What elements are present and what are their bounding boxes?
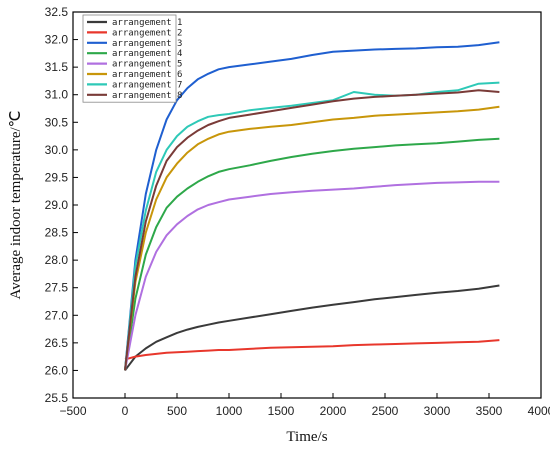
y-axis: 25.5 26.0 26.5 27.0 27.5 28.0 28.5 29.0 29.5 30.0…	[45, 5, 78, 405]
series-line-6	[124, 105, 500, 371]
series-line-5	[124, 180, 500, 371]
x-tick-label: 4000	[528, 404, 550, 418]
x-tick-label: 1500	[268, 404, 295, 418]
legend-label: arrangement 8	[112, 91, 182, 101]
x-tick-label: 1000	[216, 404, 243, 418]
y-tick-label: 29.5	[45, 170, 69, 184]
x-tick-label: 0	[122, 404, 129, 418]
y-tick-label: 25.5	[45, 391, 69, 405]
y-tick-label: 28.0	[45, 253, 69, 267]
y-tick-label: 28.5	[45, 226, 69, 240]
y-axis-label: Average indoor temperature/℃	[8, 111, 24, 300]
x-tick-label: 3000	[424, 404, 451, 418]
y-tick-label: 30.5	[45, 115, 69, 129]
plot-lines	[124, 41, 500, 372]
y-tick-label: 27.5	[45, 281, 69, 295]
legend-label: arrangement 4	[112, 49, 182, 59]
series-line-3	[124, 41, 500, 371]
series-line-7	[124, 81, 500, 371]
legend-label: arrangement 1	[112, 18, 182, 28]
x-tick-label: 2500	[372, 404, 399, 418]
legend-label: arrangement 2	[112, 28, 182, 38]
y-tick-label: 32.0	[45, 33, 69, 47]
y-tick-label: 32.5	[45, 5, 69, 19]
legend-box	[82, 14, 177, 103]
y-tick-label: 29.0	[45, 198, 69, 212]
x-axis-label: Time/s	[286, 429, 327, 445]
x-axis: −500 0 500 1000 1500 2000 2500 3000 3500 4000	[59, 393, 550, 418]
y-tick-label: 27.0	[45, 308, 69, 322]
series-line-1	[124, 284, 500, 372]
series-line-2	[124, 339, 500, 361]
x-tick-label: 500	[167, 404, 187, 418]
y-tick-label: 26.5	[45, 336, 69, 350]
x-tick-label: −500	[59, 404, 86, 418]
legend-label: arrangement 5	[112, 60, 182, 70]
legend-label: arrangement 7	[112, 80, 182, 90]
x-tick-label: 3500	[476, 404, 503, 418]
x-tick-label: 2000	[320, 404, 347, 418]
y-tick-label: 26.0	[45, 363, 69, 377]
legend-label: arrangement 3	[112, 39, 182, 49]
y-tick-label: 30.0	[45, 143, 69, 157]
y-tick-label: 31.0	[45, 88, 69, 102]
series-line-8	[124, 89, 500, 371]
y-tick-label: 31.5	[45, 60, 69, 74]
legend-label: arrangement 6	[112, 70, 182, 80]
series-line-4	[124, 137, 500, 371]
